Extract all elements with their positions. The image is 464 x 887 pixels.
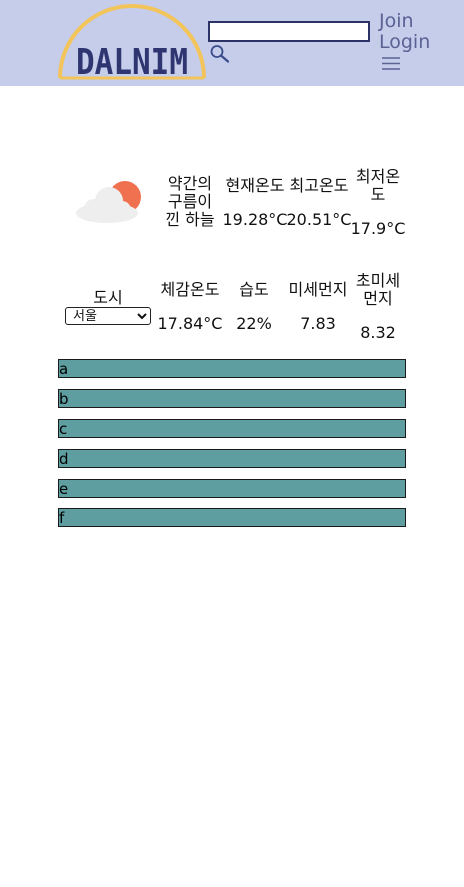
min-temp-header: 최저온도 (355, 167, 401, 204)
list-item[interactable]: f (58, 508, 406, 527)
humidity-header: 습도 (239, 280, 269, 299)
list-item-label: e (59, 480, 69, 498)
list-item[interactable]: d (58, 449, 406, 468)
list-item-label: c (59, 420, 68, 438)
join-link[interactable]: Join (379, 10, 414, 32)
header: DALNIM Join Login (0, 0, 464, 86)
pm10-header: 미세먼지 (288, 280, 348, 299)
list-item-label: a (59, 360, 69, 378)
dalnim-logo[interactable]: DALNIM (56, 0, 208, 80)
pm25-value: 8.32 (360, 323, 396, 342)
max-temp-value: 20.51°C (286, 210, 352, 229)
logo-text: DALNIM (76, 42, 188, 80)
login-link[interactable]: Login (379, 31, 431, 53)
weather-description: 약간의 구름이 낀 하늘 (165, 174, 215, 229)
list-item[interactable]: a (58, 359, 406, 378)
list-item-label: f (59, 509, 65, 527)
humidity-value: 22% (236, 314, 272, 333)
pm25-header: 초미세먼지 (355, 271, 401, 308)
list-item[interactable]: e (58, 479, 406, 498)
feels-like-header: 체감온도 (160, 280, 220, 299)
list-item[interactable]: c (58, 419, 406, 438)
pm10-value: 7.83 (300, 314, 336, 333)
list-item-label: d (59, 450, 69, 468)
list-item[interactable]: b (58, 389, 406, 408)
city-select[interactable]: 서울 (65, 307, 151, 325)
city-header: 도시 (93, 288, 123, 307)
min-temp-value: 17.9°C (350, 219, 406, 238)
current-temp-header: 현재온도 (225, 176, 285, 195)
search-icon[interactable] (209, 44, 231, 64)
feels-like-value: 17.84°C (157, 314, 223, 333)
search-input[interactable] (208, 21, 370, 42)
max-temp-header: 최고온도 (289, 176, 349, 195)
menu-icon[interactable] (381, 56, 401, 71)
current-temp-value: 19.28°C (222, 210, 288, 229)
list-item-label: b (59, 390, 69, 408)
partly-cloudy-icon (76, 181, 141, 223)
